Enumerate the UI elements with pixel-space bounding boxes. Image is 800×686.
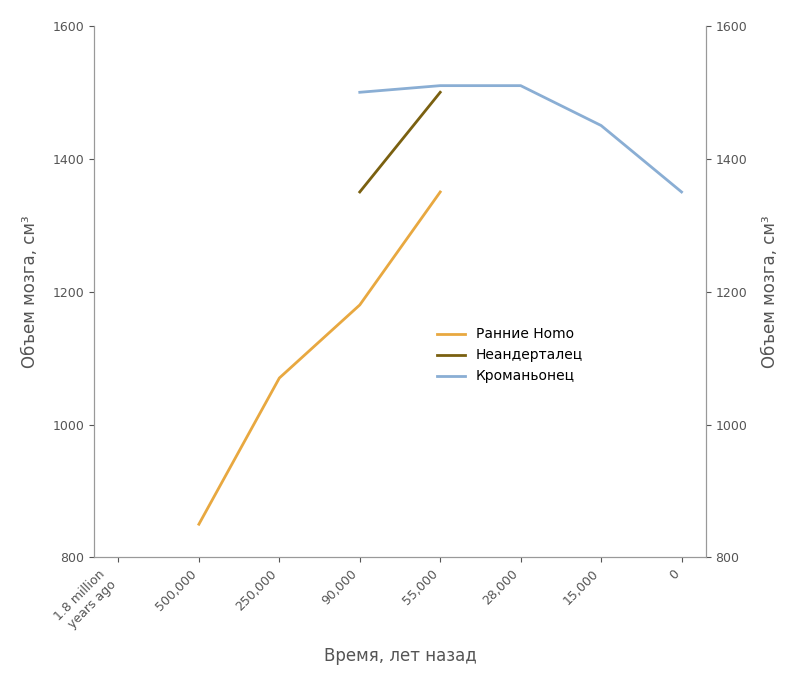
- Line: Неандерталец: Неандерталец: [360, 93, 440, 192]
- Line: Ранние Homo: Ранние Homo: [199, 192, 440, 524]
- Кроманьонец: [435, 82, 445, 90]
- X-axis label: Время, лет назад: Время, лет назад: [324, 647, 476, 665]
- Ранние Homo: [274, 374, 284, 382]
- Неандерталец: [435, 88, 445, 97]
- Line: Кроманьонец: Кроманьонец: [360, 86, 682, 192]
- Ранние Homo: [194, 520, 204, 528]
- Кроманьонец: [596, 121, 606, 130]
- Ранние Homo: [435, 188, 445, 196]
- Кроманьонец: [516, 82, 526, 90]
- Кроманьонец: [677, 188, 686, 196]
- Кроманьонец: [355, 88, 365, 97]
- Legend: Ранние Homo, Неандерталец, Кроманьонец: Ранние Homo, Неандерталец, Кроманьонец: [431, 322, 589, 389]
- Y-axis label: Объем мозга, см³: Объем мозга, см³: [21, 215, 39, 368]
- Ранние Homo: [355, 301, 365, 309]
- Неандерталец: [355, 188, 365, 196]
- Y-axis label: Объем мозга, см³: Объем мозга, см³: [761, 215, 779, 368]
